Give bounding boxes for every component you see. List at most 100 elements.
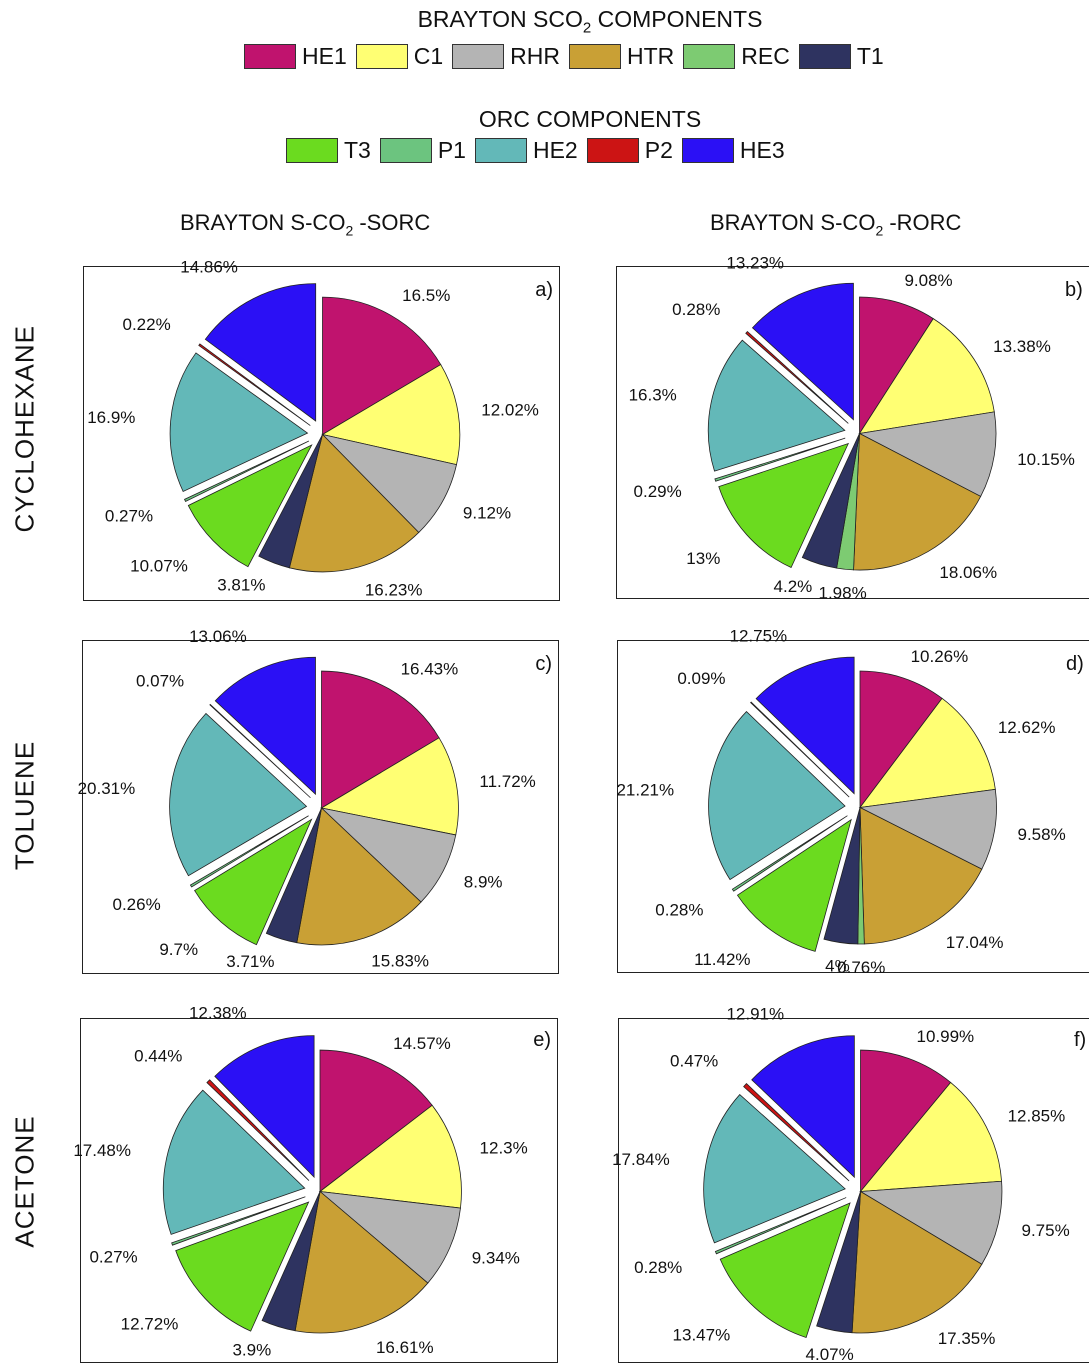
legend-item-he2: HE2: [474, 137, 578, 164]
pie-label-a-rhr: 9.12%: [463, 504, 511, 523]
pie-slice-d-he3: [755, 656, 855, 795]
pie-label-c-he2: 20.31%: [78, 779, 136, 798]
pie-slice-b-t3: [718, 442, 850, 569]
pie-chart-d: 10.26% 12.62% 9.58% 17.04% 0.76%4% 11.42% 0.28…: [616, 627, 1066, 978]
pie-label-c-t1: 3.71%: [226, 952, 274, 971]
pie-panel-c: 16.43% 11.72% 8.9% 15.83% 3.71% 9.7% 0.26% 20.3…: [78, 627, 559, 974]
pie-slice-b-p2: [745, 330, 849, 424]
pie-label-c-he1: 16.43%: [401, 660, 459, 679]
pie-label-b-c1: 13.38%: [993, 337, 1051, 356]
legend-swatch-p1: [379, 138, 432, 163]
row-label-acetone: ACETONE: [9, 1115, 40, 1248]
pie-slice-f-c1: [859, 1081, 1003, 1192]
panel-tag-d: d): [1066, 653, 1084, 675]
pie-label-b-htr: 18.06%: [939, 563, 997, 582]
pie-slice-f-htr: [851, 1190, 983, 1334]
pie-slice-c-he3: [214, 656, 316, 796]
pie-label-b-he3: 13.23%: [726, 254, 784, 273]
legend-swatch-htr: [569, 44, 621, 69]
legend-swatch-t1: [798, 44, 851, 69]
pie-label-c-c1: 11.72%: [479, 772, 535, 791]
legend-swatch-p2: [586, 138, 639, 163]
brayton-legend-title-main: BRAYTON SCO: [417, 6, 583, 32]
legend-item-he3: HE3: [681, 137, 785, 164]
pie-slice-d-t3: [736, 818, 852, 952]
pie-label-a-htr: 16.23%: [365, 581, 423, 600]
column-header-rorc-sub: 2: [875, 222, 884, 239]
legend-label-htr: HTR: [627, 43, 675, 69]
pie-slice-b-he1: [859, 296, 934, 435]
pie-slice-a-t3: [187, 444, 313, 568]
pie-label-d-he1: 10.26%: [911, 647, 969, 666]
legend-label-c1: C1: [413, 43, 444, 69]
pie-slice-e-he1: [319, 1049, 433, 1193]
pie-slice-c-t1: [265, 807, 322, 944]
legend-label-he2: HE2: [532, 137, 578, 163]
pie-slice-e-he2: [162, 1089, 306, 1235]
pie-slice-a-p2: [198, 343, 311, 426]
pie-label-b-t1: 4.2%: [774, 577, 813, 596]
pie-slice-a-c1: [321, 364, 461, 466]
pie-slice-b-he3: [751, 282, 854, 421]
pie-panel-d: 10.26% 12.62% 9.58% 17.04% 0.76% 4% 11.42% 0.28…: [616, 627, 1089, 978]
pie-label-f-t1: 4.07%: [806, 1345, 854, 1364]
pie-label-d-t1: 4%: [825, 957, 850, 976]
pie-label-e-htr: 16.61%: [376, 1338, 434, 1357]
pie-label-b-t3: 13%: [686, 549, 720, 568]
legend-label-p2: P2: [644, 137, 673, 163]
pie-label-b-p1: 0.29%: [634, 482, 682, 501]
legend-label-he1: HE1: [302, 43, 347, 69]
pie-label-d-rhr: 9.58%: [1018, 825, 1066, 844]
panel-tag-e: e): [533, 1029, 551, 1051]
pie-slice-f-he2: [703, 1093, 846, 1244]
column-header-sorc-sub: 2: [345, 222, 354, 239]
pie-slice-e-htr: [294, 1190, 429, 1334]
legend-label-t3: T3: [344, 137, 371, 163]
pie-slice-f-t1: [816, 1191, 861, 1334]
pie-slice-e-t1: [261, 1191, 321, 1332]
column-header-sorc-pre: BRAYTON S-CO: [180, 210, 346, 235]
legend-item-rhr: RHR: [452, 43, 560, 70]
pie-slice-e-p2: [206, 1079, 310, 1181]
pie-label-a-he3: 14.86%: [180, 258, 238, 277]
pie-slice-f-t3: [719, 1202, 851, 1338]
pie-label-f-c1: 12.85%: [1008, 1107, 1066, 1126]
pie-slice-d-t1: [823, 807, 861, 945]
pie-slice-c-c1: [320, 737, 459, 836]
pie-slice-b-he2: [707, 339, 846, 472]
legend-item-t1: T1: [798, 43, 884, 70]
pie-slice-f-rhr: [859, 1180, 1003, 1265]
legend-item-rec: REC: [683, 43, 790, 70]
column-header-rorc-pre: BRAYTON S-CO: [710, 210, 876, 235]
pie-slice-e-he3: [214, 1035, 315, 1179]
pie-label-f-t3: 13.47%: [673, 1326, 731, 1345]
pie-slice-d-p2: [750, 701, 850, 798]
legend-label-rec: REC: [741, 43, 790, 69]
pie-label-c-rhr: 8.9%: [464, 873, 503, 892]
brayton-legend-title-sub: 2: [582, 19, 592, 37]
pie-chart-b: 9.08% 13.38% 10.15% 18.06% 1.98% 4.2% 13% 0.29%…: [629, 254, 1075, 603]
pie-slice-a-he2: [169, 352, 309, 492]
pie-label-a-he1: 16.5%: [402, 286, 450, 305]
pie-slice-f-p2: [743, 1082, 850, 1182]
pie-panel-f: 10.99% 12.85% 9.75% 17.35% 4.07% 13.47% 0.28% 1…: [612, 1005, 1089, 1364]
pie-label-d-p1: 0.28%: [655, 900, 703, 919]
pie-label-d-htr: 17.04%: [946, 933, 1004, 952]
pie-label-c-htr: 15.83%: [371, 951, 429, 970]
brayton-legend-title-tail: COMPONENTS: [591, 6, 763, 32]
pie-label-e-he2: 17.48%: [73, 1141, 131, 1160]
legend-swatch-t3: [286, 138, 338, 163]
pie-panel-e: 14.57% 12.3% 9.34% 16.61% 3.9% 12.72% 0.27% 17.…: [73, 1003, 558, 1363]
pie-label-b-he1: 9.08%: [904, 271, 952, 290]
pie-label-f-p2: 0.47%: [670, 1051, 718, 1070]
pie-label-a-t1: 3.81%: [217, 576, 265, 595]
row-label-cyclohexane: CYCLOHEXANE: [9, 325, 40, 533]
pie-label-c-p1: 0.26%: [112, 895, 160, 914]
pie-label-d-he3: 12.75%: [730, 627, 788, 646]
pie-slice-a-htr: [288, 433, 420, 573]
pie-label-a-p1: 0.27%: [105, 507, 153, 526]
pie-label-c-he3: 13.06%: [189, 627, 247, 646]
pie-label-c-t3: 9.7%: [159, 940, 198, 959]
pie-slice-c-htr: [296, 807, 422, 946]
pie-slice-d-p1: [731, 815, 848, 892]
